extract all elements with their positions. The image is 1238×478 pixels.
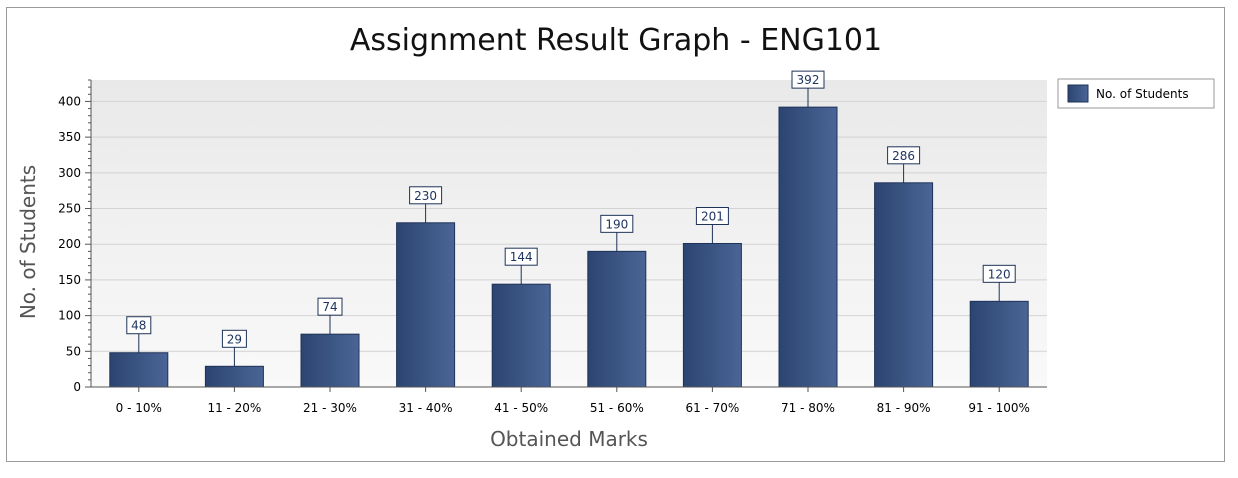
data-label: 48 — [131, 319, 146, 333]
data-label: 29 — [227, 332, 242, 346]
y-tick-label: 400 — [58, 94, 81, 108]
data-label: 74 — [322, 300, 337, 314]
y-axis-title: No. of Students — [16, 165, 40, 319]
bar — [300, 333, 360, 388]
bar — [874, 182, 934, 388]
bar — [682, 242, 742, 388]
bar — [109, 352, 169, 388]
y-tick-label: 100 — [58, 309, 81, 323]
bar — [204, 365, 264, 388]
data-label-box — [317, 297, 343, 316]
data-label-box — [126, 316, 152, 335]
x-tick-label: 31 - 40% — [399, 401, 453, 415]
bar — [969, 300, 1029, 388]
data-label: 120 — [988, 267, 1011, 281]
y-tick-label: 50 — [66, 344, 81, 358]
axes: 0 50 100 150 200 250 300 350 400 0 - 10% 11 - 20% 2… — [58, 79, 1047, 415]
data-label-box — [982, 264, 1016, 283]
data-label-box — [409, 186, 443, 205]
data-label: 230 — [414, 189, 437, 203]
bar — [396, 222, 456, 388]
data-labels: 48 29 74 230 144 190 201 392 286 120 — [126, 70, 1016, 367]
data-label-box — [600, 214, 634, 233]
bar — [778, 106, 838, 388]
x-tick-label: 0 - 10% — [116, 401, 162, 415]
x-axis-title: Obtained Marks — [490, 427, 648, 451]
gridlines — [91, 100, 1047, 352]
data-label: 286 — [892, 149, 915, 163]
x-tick-label: 61 - 70% — [685, 401, 739, 415]
x-tick-label: 51 - 60% — [590, 401, 644, 415]
y-tick-label: 0 — [73, 380, 81, 394]
data-label: 144 — [510, 250, 533, 264]
y-tick-label: 250 — [58, 202, 81, 216]
bar — [491, 283, 551, 388]
y-tick-label: 350 — [58, 130, 81, 144]
data-label: 392 — [797, 73, 820, 87]
bar-chart: Assignment Result Graph - ENG101 0 50 100 1… — [16, 23, 1215, 451]
legend-label: No. of Students — [1096, 87, 1189, 101]
y-tick-label: 200 — [58, 237, 81, 251]
legend: No. of Students — [1057, 78, 1215, 109]
data-label-box — [504, 247, 538, 266]
bar — [587, 250, 647, 388]
data-label-box — [791, 70, 825, 89]
data-label: 190 — [605, 217, 628, 231]
chart-title: Assignment Result Graph - ENG101 — [350, 23, 882, 58]
x-tick-label: 21 - 30% — [303, 401, 357, 415]
bars — [109, 106, 1029, 388]
data-label-box — [695, 206, 729, 225]
data-label-box — [221, 329, 247, 348]
data-label-box — [887, 146, 921, 165]
data-label: 201 — [701, 209, 724, 223]
x-tick-label: 11 - 20% — [207, 401, 261, 415]
x-tick-label: 71 - 80% — [781, 401, 835, 415]
chart-frame: Assignment Result Graph - ENG101 0 50 100 1… — [6, 7, 1225, 462]
legend-swatch — [1067, 84, 1089, 103]
x-tick-label: 41 - 50% — [494, 401, 548, 415]
x-tick-label: 91 - 100% — [968, 401, 1030, 415]
x-tick-label: 81 - 90% — [877, 401, 931, 415]
y-tick-label: 300 — [58, 166, 81, 180]
y-tick-label: 150 — [58, 273, 81, 287]
